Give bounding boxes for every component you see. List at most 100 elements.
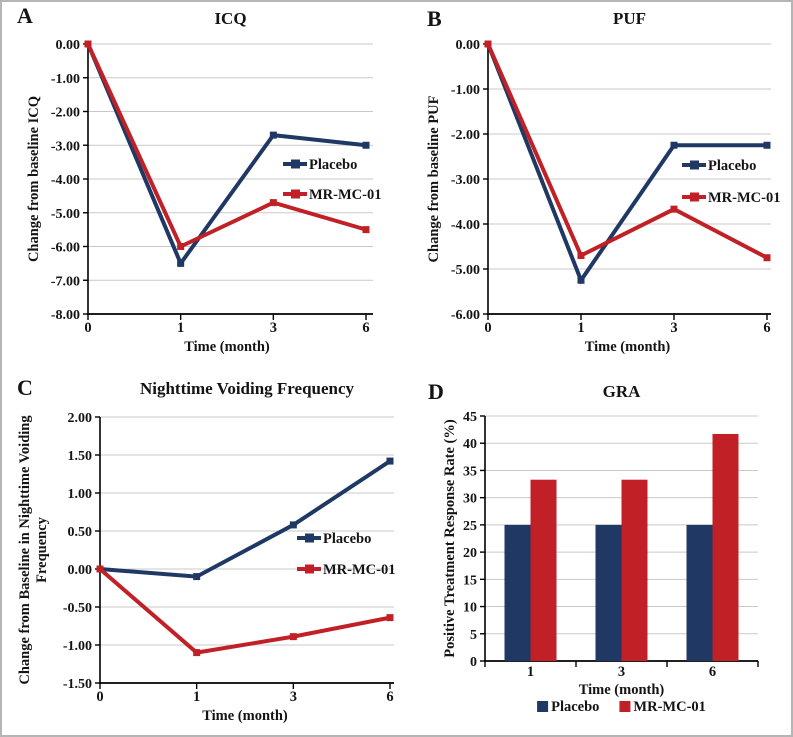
data-point-marker [362, 141, 370, 149]
legend-label: MR-MC-01 [633, 699, 705, 715]
series-line-Placebo [486, 43, 767, 285]
y-tick-label: -4.00 [51, 173, 80, 188]
y-tick-label: -0.50 [63, 601, 92, 616]
y-tick-label: -6.00 [51, 241, 80, 256]
data-point-marker [177, 259, 185, 267]
y-tick-label: -1.00 [63, 639, 92, 654]
x-axis-label: Time (month) [184, 339, 270, 355]
y-tick-label: 45 [463, 410, 477, 425]
y-tick-label: -8.00 [51, 308, 80, 323]
series-line-MR-MC-01 [98, 567, 391, 655]
data-point-marker [269, 131, 277, 139]
legend-square-marker [690, 160, 699, 170]
y-axis-label: Frequency [34, 516, 50, 583]
x-tick-label: 0 [84, 320, 91, 336]
x-tick-label: 6 [362, 320, 369, 336]
y-tick-label: -1.00 [451, 83, 480, 98]
legend-item-MR-MC-01: MR-MC-01 [682, 190, 780, 206]
legend-item-MR-MC-01: MR-MC-01 [283, 187, 381, 203]
legend-label: MR-MC-01 [309, 187, 381, 203]
x-tick-label: 1 [577, 320, 584, 336]
y-tick-label: 35 [463, 464, 477, 479]
y-axis-label: Positive Treatment Response Rate (%) [442, 419, 458, 658]
legend-label: Placebo [708, 158, 756, 174]
data-point-marker [362, 226, 370, 234]
panel-D: D GRA 45 40 35 30 25 20 15 10 5 0 1 3 6 Placebo MR-MC-… [398, 370, 791, 735]
panel-B: B PUF 0.00 -1.00 -2.00 -3.00 -4.00 -5.00 -6.00… [398, 2, 791, 370]
legend-item-Placebo: Placebo [283, 157, 357, 173]
x-tick-label: 3 [670, 320, 677, 336]
data-point-marker [386, 614, 394, 622]
legend-item-MR-MC-01: MR-MC-01 [297, 562, 395, 578]
legend-square-marker [305, 564, 314, 574]
y-tick-label: 40 [463, 437, 477, 452]
legend-square-marker [619, 701, 631, 712]
bar-Placebo-month-1 [504, 524, 531, 661]
bar-MR-MC-01-month-1 [530, 479, 557, 661]
data-point-marker [289, 633, 297, 641]
legend-label: MR-MC-01 [708, 190, 780, 206]
data-point-marker [177, 243, 185, 250]
y-tick-label: 0.00 [68, 563, 93, 578]
data-point-marker [96, 565, 104, 573]
series-line-MR-MC-01 [86, 43, 367, 250]
bar-Placebo-month-3 [595, 524, 622, 661]
legend-label: MR-MC-01 [323, 562, 395, 578]
y-axis-label: Change from baseline PUF [426, 95, 442, 262]
y-tick-label: 20 [463, 546, 477, 561]
data-point-marker [269, 199, 277, 207]
x-tick-label: 1 [177, 320, 184, 336]
data-point-marker [763, 254, 771, 262]
legend-square-marker [690, 192, 699, 202]
y-tick-label: -3.00 [51, 139, 80, 154]
y-tick-label: -2.00 [451, 128, 480, 143]
legend-square-marker [291, 159, 300, 169]
data-point-marker [670, 205, 678, 213]
data-point-marker [484, 40, 492, 48]
panel-letter-B: B [427, 6, 442, 31]
legend-label: Placebo [323, 531, 371, 547]
series-line-Placebo [99, 459, 392, 579]
x-tick-label: 3 [618, 664, 625, 680]
y-tick-label: -3.00 [451, 173, 480, 188]
chart-title-C: Nighttime Voiding Frequency [139, 379, 355, 398]
chart-title-D: GRA [602, 382, 641, 401]
y-tick-label: 25 [463, 519, 477, 534]
x-tick-label: 0 [96, 689, 103, 705]
x-axis-label: Time (month) [579, 682, 665, 698]
bar-MR-MC-01-month-3 [621, 479, 648, 661]
data-point-marker [193, 573, 201, 581]
data-point-marker [577, 252, 585, 259]
data-point-marker [193, 649, 201, 657]
chart-title-B: PUF [612, 9, 647, 28]
y-tick-label: 15 [463, 573, 477, 588]
y-tick-label: 30 [463, 492, 477, 507]
y-tick-label: 1.00 [68, 487, 93, 502]
series-line-Placebo [86, 43, 367, 268]
x-tick-label: 3 [270, 320, 277, 336]
data-point-marker [386, 457, 394, 465]
bar-MR-MC-01-month-6 [712, 433, 739, 661]
x-tick-label: 3 [290, 689, 297, 705]
x-tick-label: 6 [709, 664, 716, 680]
panel-letter-D: D [428, 379, 444, 404]
data-point-marker [577, 276, 585, 284]
x-tick-label: 0 [484, 320, 491, 336]
chart-A: 0.00 -1.00 -2.00 -3.00 -4.00 -5.00 -6.00 -7.00 -… [26, 38, 381, 355]
panel-A: A ICQ 0.00 -1.00 -2.00 -3.00 -4.00 -5.00 -6.00… [2, 2, 398, 370]
y-tick-label: -2.00 [51, 106, 80, 121]
y-tick-label: 2.00 [68, 411, 93, 426]
legend-label: Placebo [309, 157, 357, 173]
legend-item-Placebo: Placebo [297, 531, 371, 547]
legend-item-Placebo: Placebo [682, 158, 756, 174]
y-axis-label: Change from baseline ICQ [26, 96, 42, 262]
y-axis-label: Change from Baseline in Nighttime Voidin… [17, 415, 33, 685]
x-tick-label: 6 [763, 320, 770, 336]
chart-D: 45 40 35 30 25 20 15 10 5 0 1 3 6 Placebo MR-MC-01Time… [442, 410, 759, 715]
y-tick-label: -1.50 [63, 677, 92, 692]
legend: Placebo MR-MC-01 [537, 699, 706, 715]
chart-B: 0.00 -1.00 -2.00 -3.00 -4.00 -5.00 -6.00 0 1 3 6 Pl… [426, 38, 780, 355]
y-tick-label: -6.00 [451, 308, 480, 323]
y-tick-label: 0.00 [56, 38, 81, 53]
y-tick-label: -4.00 [451, 218, 480, 233]
